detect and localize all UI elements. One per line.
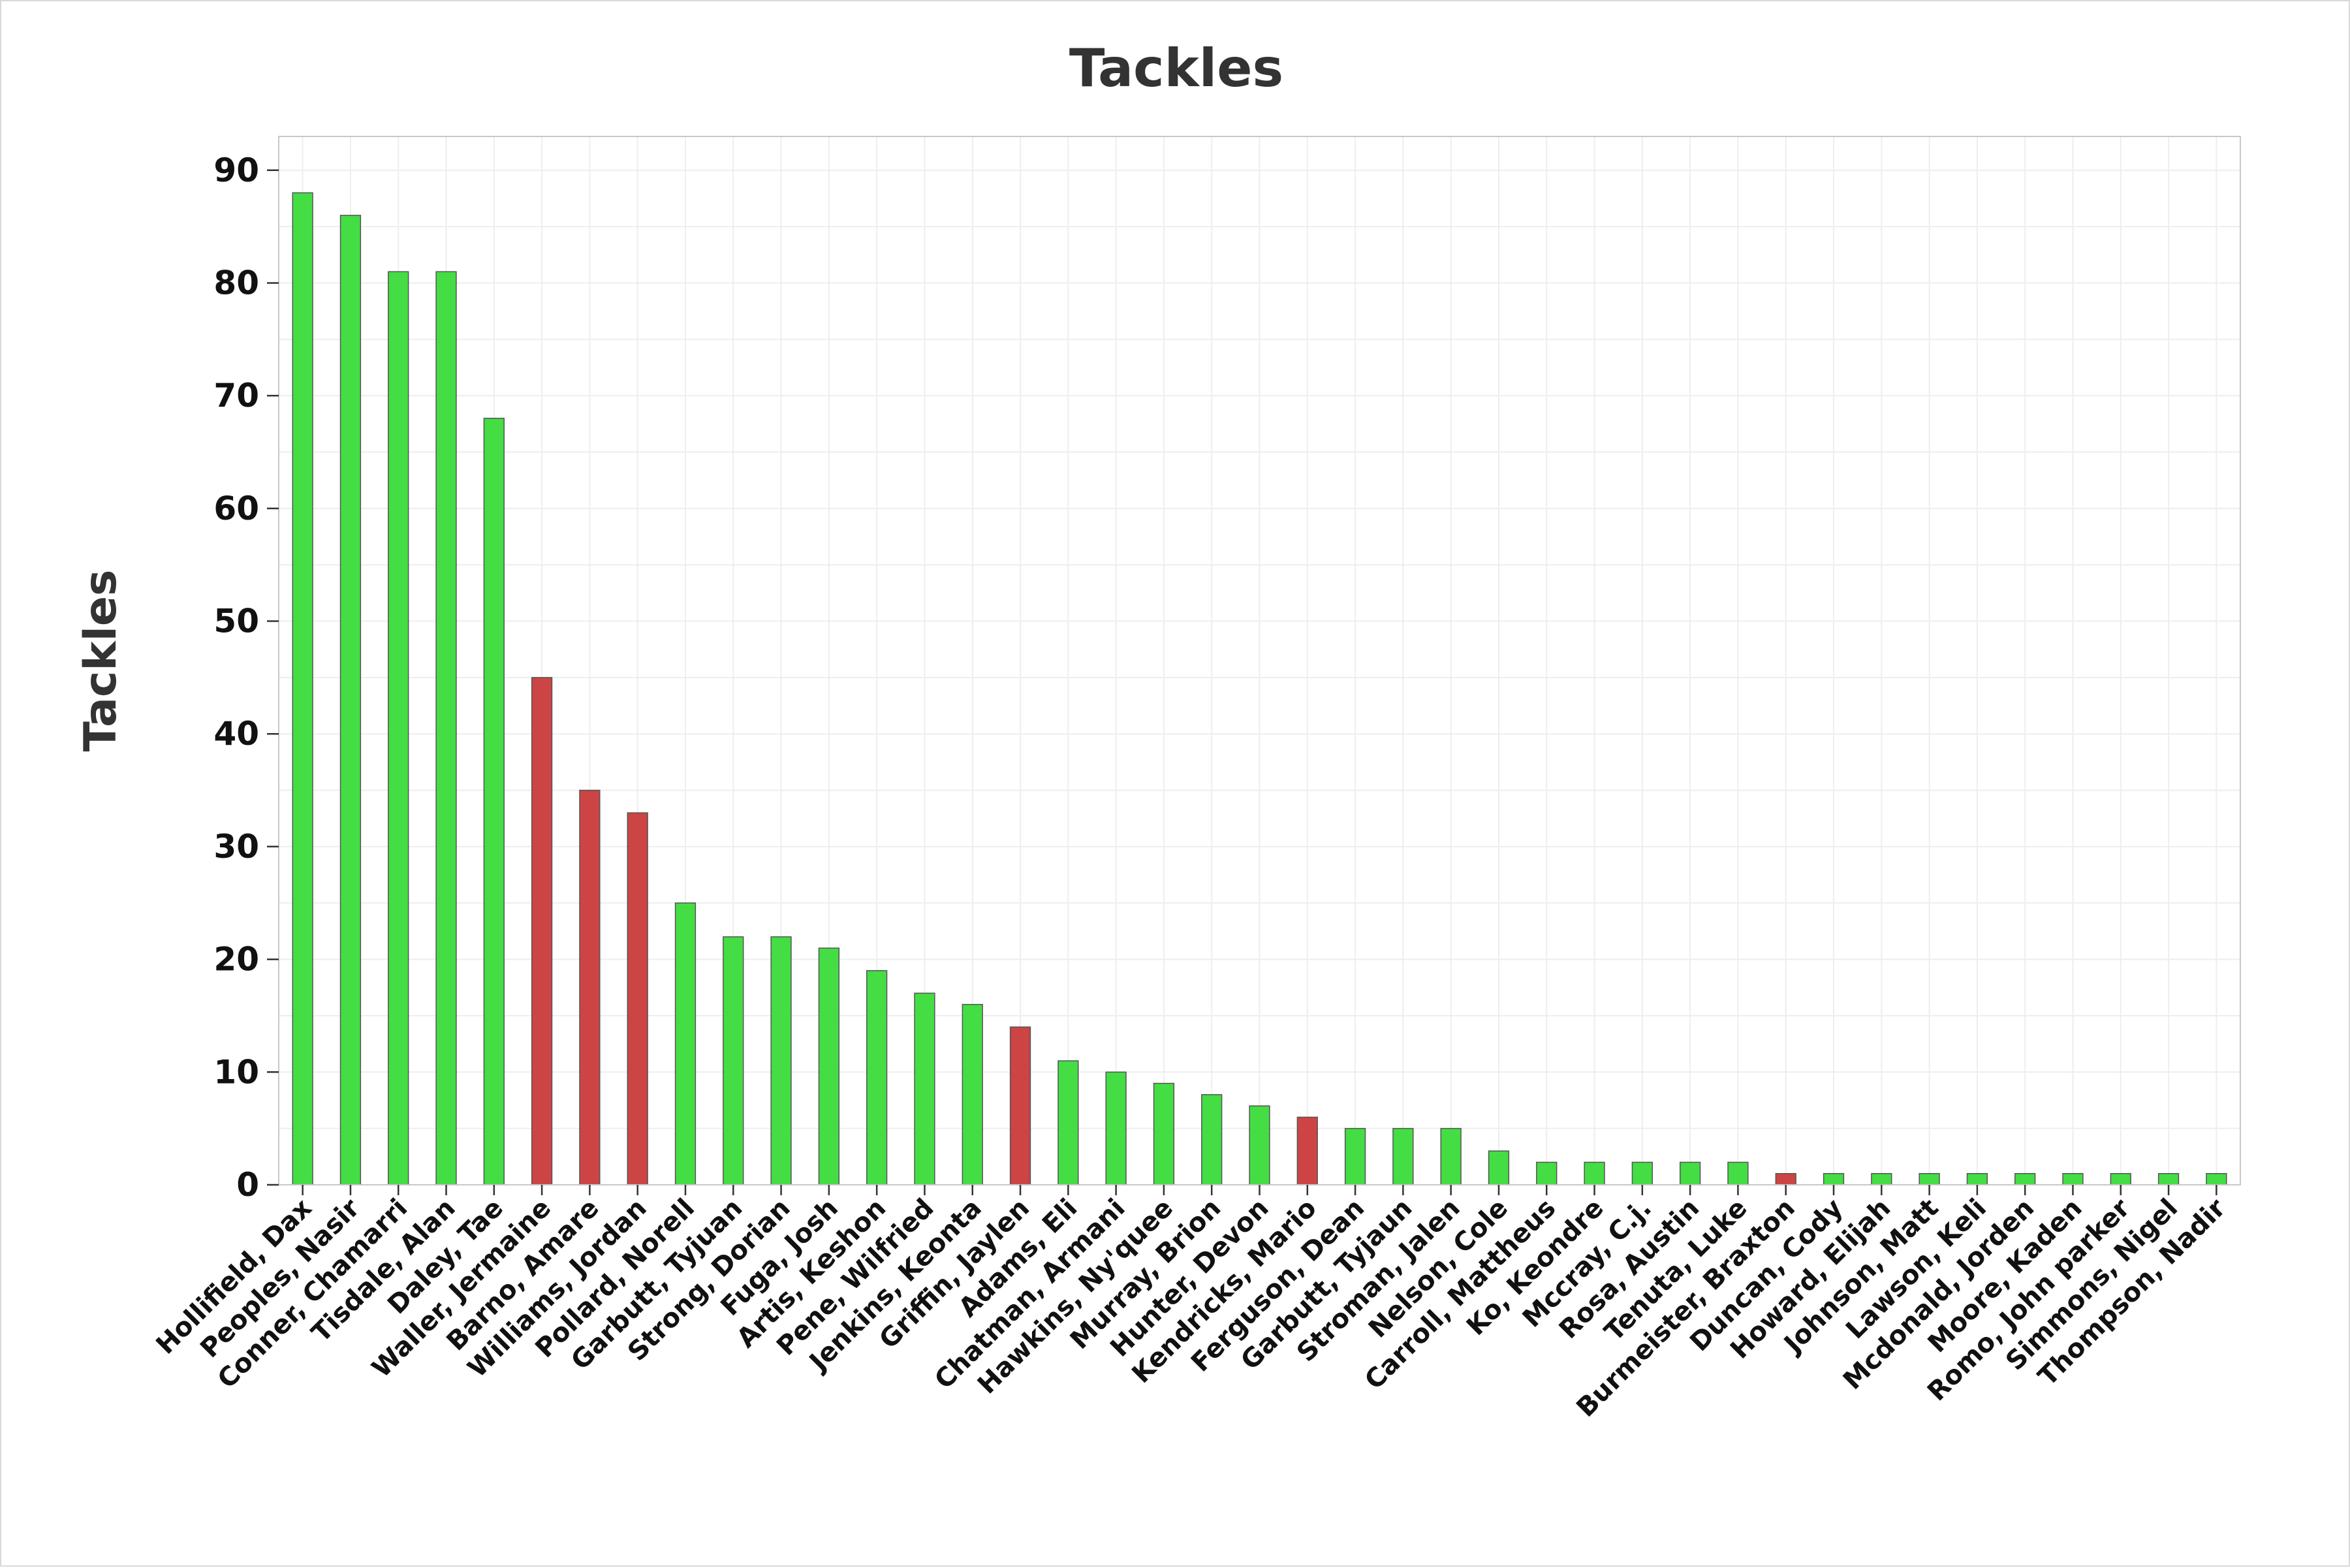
bar — [2062, 1172, 2084, 1185]
bar — [292, 192, 313, 1185]
y-tick-label: 90 — [213, 151, 259, 189]
bar — [1105, 1071, 1127, 1185]
y-tick-label: 70 — [213, 377, 259, 415]
bar — [1679, 1161, 1701, 1185]
bar — [1392, 1127, 1414, 1185]
bar — [914, 992, 935, 1185]
bar — [2110, 1172, 2131, 1185]
bar — [2014, 1172, 2036, 1185]
bar — [1009, 1026, 1031, 1185]
bar — [1823, 1172, 1845, 1185]
bar — [1727, 1161, 1749, 1185]
bar — [2157, 1172, 2180, 1185]
bar — [339, 215, 362, 1185]
bar — [627, 812, 648, 1185]
bar — [1631, 1161, 1653, 1185]
bar — [388, 271, 409, 1185]
bar — [1201, 1094, 1223, 1185]
y-tick-label: 30 — [213, 828, 259, 866]
bar — [674, 902, 697, 1185]
y-tick-label: 80 — [213, 264, 259, 302]
y-axis-label: Tackles — [75, 570, 127, 752]
bar — [1058, 1060, 1079, 1185]
y-tick-label: 60 — [213, 490, 259, 527]
bar — [483, 417, 505, 1185]
bar — [1966, 1172, 1988, 1185]
bar — [1919, 1172, 1940, 1185]
bar — [1153, 1082, 1175, 1185]
y-axis: 0 10 20 30 40 50 60 70 80 90 — [213, 151, 279, 1204]
y-tick-label: 50 — [213, 603, 259, 640]
bar — [2206, 1172, 2227, 1185]
y-tick-label: 40 — [213, 715, 259, 753]
y-tick-label: 10 — [213, 1053, 259, 1091]
bar — [1440, 1127, 1462, 1185]
bars — [292, 192, 2227, 1185]
bar — [962, 1003, 983, 1185]
bar — [818, 947, 840, 1185]
y-tick-label: 0 — [236, 1166, 259, 1204]
y-tick-label: 20 — [213, 941, 259, 979]
bar — [1871, 1172, 1892, 1185]
bar — [1249, 1105, 1270, 1185]
gridlines — [279, 136, 2240, 1185]
bar — [770, 936, 792, 1185]
bar — [866, 970, 888, 1185]
bar — [531, 677, 553, 1185]
bar — [1584, 1161, 1605, 1185]
bar — [1488, 1150, 1510, 1185]
bar — [1775, 1172, 1796, 1185]
bar — [579, 789, 601, 1185]
chart-title: Tackles — [1069, 38, 1283, 99]
bar — [1536, 1161, 1558, 1185]
bar — [1296, 1116, 1318, 1185]
bar — [1344, 1127, 1366, 1185]
bar — [435, 271, 457, 1185]
bar — [723, 936, 744, 1185]
